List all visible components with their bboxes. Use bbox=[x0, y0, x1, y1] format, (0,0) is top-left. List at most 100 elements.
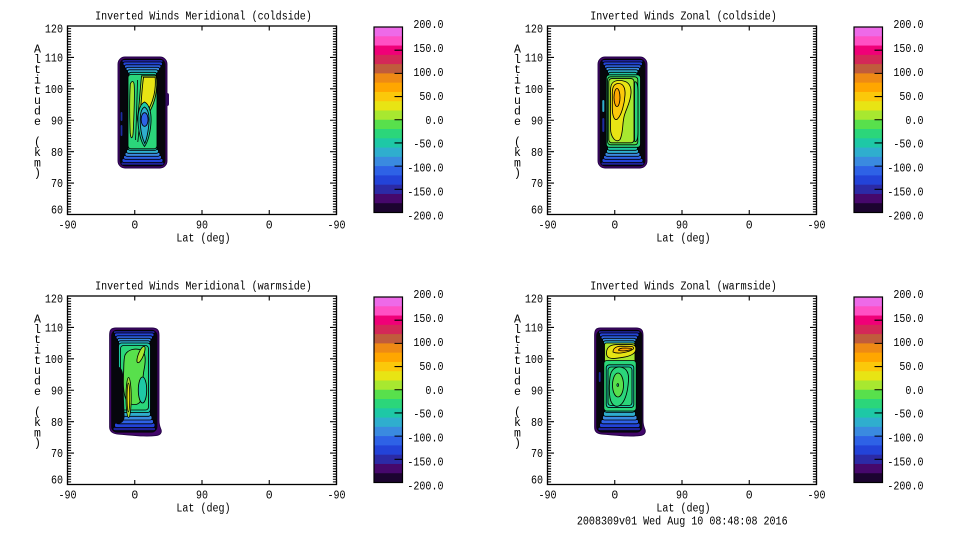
svg-text:l: l bbox=[34, 54, 41, 67]
svg-text:(: ( bbox=[34, 137, 41, 150]
svg-text:t: t bbox=[34, 355, 41, 368]
svg-text:100.0: 100.0 bbox=[893, 67, 923, 80]
svg-text:-200.0: -200.0 bbox=[407, 481, 443, 494]
svg-text:Inverted Winds Zonal (coldside: Inverted Winds Zonal (coldside) bbox=[590, 10, 777, 23]
svg-text:m: m bbox=[34, 427, 41, 440]
svg-text:-90: -90 bbox=[328, 490, 346, 503]
svg-text:t: t bbox=[34, 85, 41, 98]
svg-text:100.0: 100.0 bbox=[413, 67, 443, 80]
svg-text:150.0: 150.0 bbox=[413, 43, 443, 56]
svg-text:70: 70 bbox=[531, 448, 543, 461]
svg-text:Inverted Winds Meridional (war: Inverted Winds Meridional (warmside) bbox=[95, 280, 312, 293]
svg-text:50.0: 50.0 bbox=[419, 361, 443, 374]
svg-text:-150.0: -150.0 bbox=[407, 457, 443, 470]
svg-text:i: i bbox=[34, 345, 41, 358]
svg-text:110: 110 bbox=[525, 323, 543, 336]
svg-text:80: 80 bbox=[531, 147, 543, 160]
svg-text:l: l bbox=[514, 324, 521, 337]
svg-text:e: e bbox=[514, 386, 521, 399]
svg-text:60: 60 bbox=[531, 205, 543, 218]
svg-text:t: t bbox=[514, 334, 521, 347]
svg-text:120: 120 bbox=[525, 24, 543, 37]
svg-text:60: 60 bbox=[531, 475, 543, 488]
svg-text:-90: -90 bbox=[59, 220, 77, 233]
svg-text:i: i bbox=[514, 345, 521, 358]
svg-text:-90: -90 bbox=[328, 220, 346, 233]
svg-text:Inverted Winds Meridional (col: Inverted Winds Meridional (coldside) bbox=[95, 10, 312, 23]
svg-text:A: A bbox=[514, 314, 521, 327]
svg-text:120: 120 bbox=[525, 294, 543, 307]
svg-text:t: t bbox=[514, 355, 521, 368]
svg-text:0: 0 bbox=[266, 490, 273, 503]
svg-text:110: 110 bbox=[45, 53, 63, 66]
svg-text:90: 90 bbox=[196, 220, 208, 233]
svg-text:0.0: 0.0 bbox=[425, 385, 443, 398]
svg-text:2008309v01 Wed Aug 10 08:48:08: 2008309v01 Wed Aug 10 08:48:08 2016 bbox=[577, 516, 788, 529]
svg-text:100: 100 bbox=[45, 354, 63, 367]
svg-text:e: e bbox=[514, 116, 521, 129]
svg-text:90: 90 bbox=[196, 490, 208, 503]
svg-text:70: 70 bbox=[51, 178, 63, 191]
svg-text:l: l bbox=[514, 54, 521, 67]
svg-text:): ) bbox=[34, 438, 41, 451]
svg-text:90: 90 bbox=[676, 490, 688, 503]
svg-text:200.0: 200.0 bbox=[893, 289, 923, 302]
svg-text:-200.0: -200.0 bbox=[887, 481, 923, 494]
svg-text:0: 0 bbox=[131, 220, 138, 233]
svg-text:90: 90 bbox=[531, 385, 543, 398]
svg-text:-200.0: -200.0 bbox=[887, 211, 923, 224]
svg-text:0.0: 0.0 bbox=[905, 115, 923, 128]
svg-text:-150.0: -150.0 bbox=[887, 187, 923, 200]
svg-text:90: 90 bbox=[531, 115, 543, 128]
svg-text:(: ( bbox=[34, 407, 41, 420]
svg-text:(: ( bbox=[514, 407, 521, 420]
svg-text:80: 80 bbox=[51, 417, 63, 430]
svg-text:t: t bbox=[514, 85, 521, 98]
svg-text:(: ( bbox=[514, 137, 521, 150]
svg-text:200.0: 200.0 bbox=[413, 19, 443, 32]
svg-text:d: d bbox=[514, 106, 521, 119]
svg-text:u: u bbox=[34, 365, 41, 378]
svg-text:50.0: 50.0 bbox=[899, 361, 923, 374]
svg-text:): ) bbox=[34, 168, 41, 181]
svg-text:m: m bbox=[34, 157, 41, 170]
svg-text:m: m bbox=[514, 157, 521, 170]
svg-text:-90: -90 bbox=[808, 490, 826, 503]
svg-text:-50.0: -50.0 bbox=[413, 409, 443, 422]
svg-text:110: 110 bbox=[45, 323, 63, 336]
svg-text:d: d bbox=[34, 106, 41, 119]
svg-text:100: 100 bbox=[525, 84, 543, 97]
svg-text:Lat (deg): Lat (deg) bbox=[656, 233, 710, 246]
svg-text:-100.0: -100.0 bbox=[407, 433, 443, 446]
svg-text:80: 80 bbox=[531, 417, 543, 430]
svg-text:0.0: 0.0 bbox=[425, 115, 443, 128]
svg-text:e: e bbox=[34, 116, 41, 129]
svg-text:0: 0 bbox=[611, 220, 618, 233]
svg-text:120: 120 bbox=[45, 294, 63, 307]
svg-text:0: 0 bbox=[746, 490, 753, 503]
svg-text:l: l bbox=[34, 324, 41, 337]
svg-text:t: t bbox=[514, 64, 521, 77]
svg-text:-90: -90 bbox=[539, 490, 557, 503]
svg-text:i: i bbox=[514, 75, 521, 88]
svg-text:110: 110 bbox=[525, 53, 543, 66]
svg-text:m: m bbox=[514, 427, 521, 440]
svg-text:Lat (deg): Lat (deg) bbox=[176, 503, 230, 516]
svg-text:k: k bbox=[34, 147, 41, 160]
svg-text:0: 0 bbox=[746, 220, 753, 233]
svg-text:-90: -90 bbox=[59, 490, 77, 503]
svg-text:t: t bbox=[34, 334, 41, 347]
svg-text:A: A bbox=[34, 44, 41, 57]
svg-text:50.0: 50.0 bbox=[419, 91, 443, 104]
svg-text:Lat (deg): Lat (deg) bbox=[656, 503, 710, 516]
svg-text:60: 60 bbox=[51, 475, 63, 488]
svg-text:-90: -90 bbox=[808, 220, 826, 233]
svg-text:-50.0: -50.0 bbox=[893, 139, 923, 152]
svg-text:100.0: 100.0 bbox=[413, 337, 443, 350]
svg-text:k: k bbox=[514, 417, 521, 430]
svg-text:u: u bbox=[514, 365, 521, 378]
svg-text:90: 90 bbox=[676, 220, 688, 233]
svg-text:t: t bbox=[34, 64, 41, 77]
svg-text:120: 120 bbox=[45, 24, 63, 37]
svg-text:80: 80 bbox=[51, 147, 63, 160]
